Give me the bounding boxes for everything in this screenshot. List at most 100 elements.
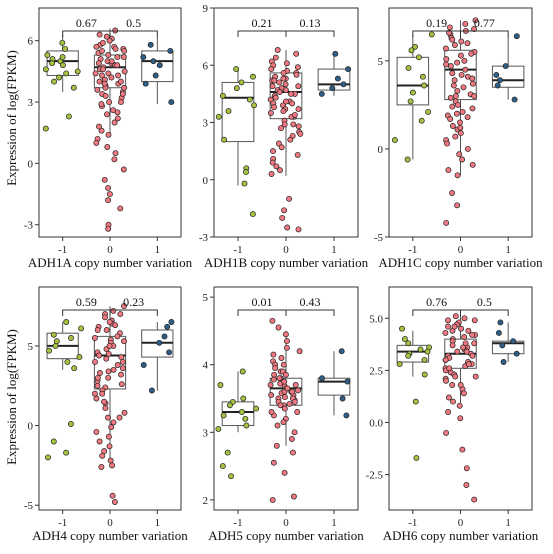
data-point (442, 45, 449, 52)
data-point (152, 72, 159, 79)
data-point (114, 109, 121, 116)
x-axis-label: ADH4 copy number variation (32, 528, 188, 543)
data-point (421, 82, 428, 89)
x-tick-label: -1 (408, 244, 417, 256)
data-point (272, 54, 279, 61)
data-point (242, 415, 249, 422)
data-point (421, 371, 428, 378)
data-point (96, 123, 102, 130)
data-point (215, 113, 222, 120)
data-point (401, 336, 408, 343)
data-point (409, 89, 416, 96)
data-point (109, 462, 116, 469)
data-point (270, 376, 277, 383)
data-point (114, 362, 121, 368)
p-value-label: 0.21 (252, 16, 273, 30)
x-tick-label: 0 (458, 517, 464, 529)
data-point (156, 339, 163, 346)
data-point (500, 359, 507, 365)
data-point (271, 77, 278, 84)
data-point (147, 41, 154, 48)
data-point (458, 325, 465, 332)
data-point (287, 136, 294, 143)
data-point (49, 60, 56, 67)
data-point (274, 47, 281, 53)
data-point (297, 130, 304, 137)
data-point (239, 368, 246, 375)
data-point (495, 329, 502, 336)
data-point (449, 70, 456, 77)
data-point (63, 449, 70, 456)
data-point (290, 493, 297, 500)
data-point (471, 317, 478, 324)
y-tick-label: -3 (24, 220, 34, 232)
x-axis-label: ADH1C copy number variation (378, 255, 543, 270)
comparison-bracket (109, 30, 158, 37)
data-point (404, 156, 411, 163)
data-point (156, 62, 163, 69)
data-point (496, 77, 503, 84)
data-point (454, 87, 461, 94)
data-point (280, 75, 287, 82)
p-value-label: 0.13 (300, 16, 321, 30)
x-tick-label: 1 (155, 244, 161, 256)
data-point (278, 125, 284, 132)
x-tick-label: 0 (107, 244, 113, 256)
data-point (148, 387, 155, 394)
data-point (280, 108, 287, 115)
data-point (120, 54, 127, 61)
y-tick-label: 9 (203, 3, 209, 15)
data-point (108, 58, 115, 65)
data-point (103, 33, 110, 40)
data-point (443, 61, 450, 68)
data-point (452, 313, 459, 320)
data-point (295, 226, 302, 233)
comparison-bracket (460, 30, 509, 37)
data-point (415, 54, 422, 61)
data-point (272, 94, 279, 101)
data-point (215, 425, 222, 432)
data-point (118, 381, 125, 388)
p-value-label: 0.5 (126, 16, 141, 30)
x-tick-label: -1 (233, 244, 242, 256)
data-point (275, 324, 282, 331)
data-point (284, 385, 291, 392)
data-point (117, 205, 124, 212)
data-point (168, 319, 175, 325)
data-point (225, 108, 232, 115)
data-point (472, 373, 479, 380)
data-point (104, 111, 110, 118)
data-point (494, 82, 501, 89)
data-point (78, 325, 85, 332)
data-point (454, 348, 461, 355)
data-point (98, 127, 105, 134)
data-point (106, 342, 113, 349)
y-tick-label: 4 (203, 360, 209, 372)
data-point (121, 68, 128, 75)
data-point (99, 47, 105, 54)
data-point (140, 362, 147, 368)
data-point (319, 375, 325, 382)
data-point (452, 373, 459, 380)
data-point (277, 402, 284, 409)
data-point (105, 368, 112, 375)
data-point (274, 422, 281, 429)
data-point (412, 398, 419, 405)
y-tick-label: 5 (378, 56, 384, 68)
data-point (291, 111, 298, 118)
data-point (105, 433, 112, 440)
y-tick-label: 0 (203, 175, 209, 187)
data-point (279, 214, 286, 221)
data-point (343, 412, 350, 419)
data-point (59, 62, 66, 69)
y-tick-label: -5 (374, 232, 384, 244)
data-point (105, 184, 112, 191)
data-point (238, 409, 245, 415)
data-point (68, 335, 74, 341)
data-point (291, 398, 298, 405)
data-point (112, 150, 119, 157)
data-point (472, 17, 479, 24)
